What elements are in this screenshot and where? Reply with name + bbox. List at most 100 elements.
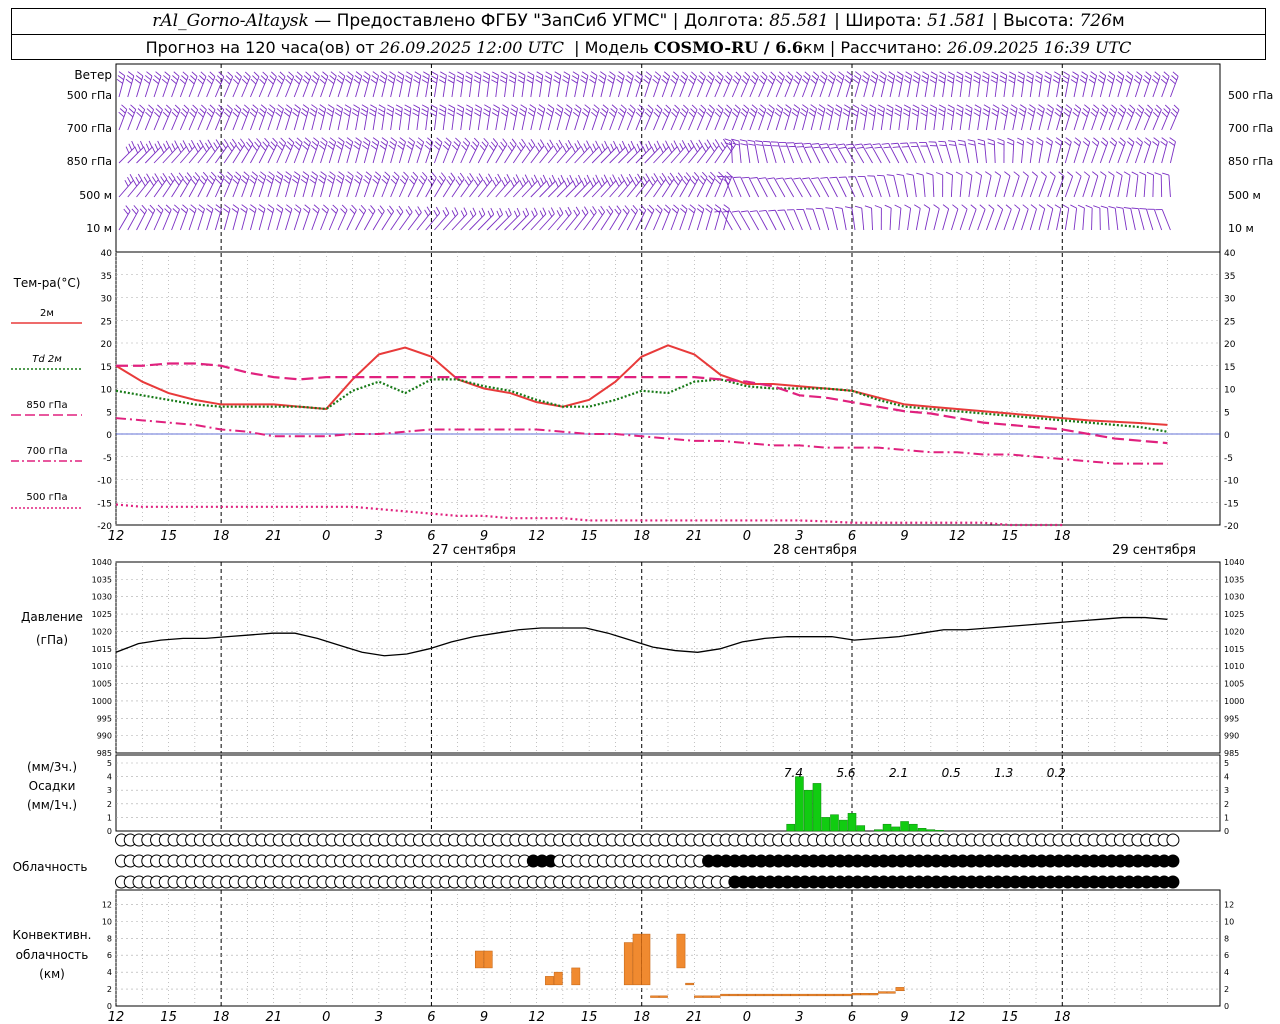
conv-bar [799, 993, 809, 997]
wind-barb-flag [518, 112, 526, 117]
wind-barb-flag [296, 71, 303, 77]
wind-barb-flag [481, 207, 486, 215]
wind-barb-flag [395, 108, 402, 113]
wind-barb-flag [726, 71, 733, 78]
wind-barb-flag [194, 172, 201, 179]
wind-barb-flag [292, 111, 299, 117]
wind-barb [206, 176, 217, 198]
wind-barb-flag [349, 208, 355, 215]
legend-td-label: Td 2м [32, 354, 62, 365]
wind-barb-flag [628, 173, 634, 181]
wind-barb-flag [233, 175, 240, 181]
wind-barb-flag [293, 108, 300, 114]
wind-barb-flag [151, 176, 157, 183]
wind-barb-flag [689, 204, 696, 210]
conv-bar [483, 950, 493, 969]
wind-barb-flag [868, 108, 876, 113]
wind-barb [1073, 176, 1082, 198]
wind-barb-flag [1025, 79, 1033, 84]
wind-barb-flag [272, 137, 278, 144]
wind-barb-flag [363, 178, 370, 185]
wind-barb [285, 108, 293, 131]
wind-barb [626, 109, 636, 131]
wind-barb [688, 76, 697, 98]
wind-barb-flag [286, 75, 293, 81]
pressure-y-tick-right: 995 [1224, 714, 1239, 723]
header-row-2: Прогноз на 120 часа(ов) от 26.09.2025 12… [145, 38, 1132, 57]
wind-barb-flag [126, 75, 133, 81]
wind-barb [241, 109, 250, 131]
wind-barb-flag [253, 71, 260, 78]
wind-barb-flag [617, 75, 624, 80]
wind-level-850hpa: 850 гПа [67, 155, 112, 168]
temp-series-4 [115, 503, 1063, 527]
wind-barb-flag [457, 104, 464, 109]
wind-barb [1038, 176, 1047, 198]
wind-barb-flag [232, 204, 239, 210]
wind-barb-flag [130, 104, 137, 110]
wind-barb-flag [293, 144, 300, 151]
wind-barb [311, 76, 320, 98]
wind-barb-flag [236, 71, 242, 78]
wind-barb-flag [706, 178, 713, 185]
wind-barb-flag [619, 143, 623, 151]
wind-barb [197, 177, 209, 198]
time-tick-label: 15 [1001, 529, 1018, 544]
wind-barb [974, 141, 979, 164]
wind-barb-flag [224, 178, 230, 185]
wind-barb-flag [828, 143, 836, 146]
conv-bar [886, 991, 896, 994]
wind-barb [959, 208, 968, 231]
wind-barb-flag [404, 108, 411, 113]
wind-barb-flag [478, 210, 483, 218]
wind-barb-flag [546, 180, 550, 188]
wind-barb [720, 210, 733, 231]
wind-barb-flag [956, 71, 964, 76]
conv-y-tick-right: 2 [1224, 985, 1229, 994]
wind-barb [162, 209, 172, 231]
wind-barb [232, 208, 240, 231]
wind-barb-flag [619, 108, 626, 114]
wind-barb-flag [328, 78, 335, 85]
wind-barb-flag [886, 108, 893, 113]
wind-barb-flag [557, 177, 562, 185]
wind-barb [1161, 76, 1170, 98]
wind-barb-flag [705, 78, 712, 85]
wind-barb-flag [310, 175, 317, 180]
wind-level-700hpa-right: 700 гПа [1228, 122, 1273, 135]
wind-barb [355, 141, 362, 164]
wind-barb [784, 108, 792, 131]
wind-barb-flag [706, 111, 712, 118]
model-label: Модель [584, 38, 649, 57]
wind-barb-flag [584, 206, 589, 213]
wind-barb-flag [456, 108, 464, 113]
wind-barb-flag [560, 174, 565, 182]
wind-barb-flag [708, 175, 714, 181]
wind-barb-flag [1123, 171, 1131, 176]
wind-barb [1143, 175, 1147, 198]
wind-barb-flag [839, 146, 847, 149]
wind-barb [144, 146, 161, 164]
wind-barb-flag [268, 108, 275, 114]
wind-barb-flag [871, 71, 879, 77]
wind-barb-flag [827, 104, 834, 109]
cloud-circle [1166, 833, 1180, 847]
wind-barb-flag [653, 75, 660, 81]
wind-barb-flag [636, 143, 641, 151]
wind-barb [293, 208, 302, 231]
wind-barb-flag [555, 108, 563, 113]
wind-barb-flag [225, 75, 232, 81]
wind-barb-flag [544, 79, 551, 84]
wind-barb-flag [275, 111, 282, 117]
wind-barb-flag [454, 207, 459, 214]
wind-barb-flag [164, 108, 171, 114]
wind-barb-flag [860, 108, 867, 113]
temp-title: Тем-ра(°C) [13, 276, 81, 290]
wind-barb-flag [232, 111, 239, 118]
wind-barb [773, 177, 786, 198]
wind-barb-flag [510, 108, 518, 113]
wind-barb-flag [386, 208, 392, 216]
time-tick-label: 3 [375, 529, 383, 544]
wind-barb-flag [1092, 171, 1099, 177]
wind-barb [808, 177, 821, 198]
